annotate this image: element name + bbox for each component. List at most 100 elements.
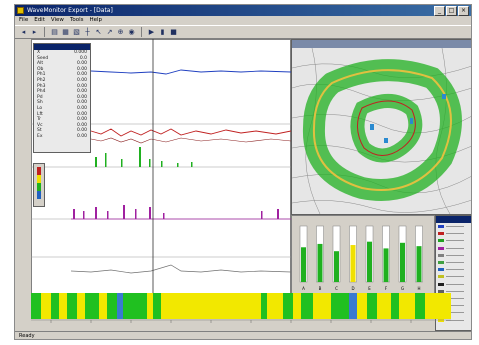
menu-tools[interactable]: Tools	[69, 17, 84, 23]
legend-swatch	[438, 232, 444, 236]
legend-swatch	[438, 239, 444, 243]
gauge-level-fill	[383, 248, 389, 282]
gray-trace	[70, 264, 292, 274]
readout-row: Ex 0.00	[37, 133, 87, 139]
level-gauges-panel: A B C D E F G H	[291, 215, 435, 295]
gauge-level-fill	[317, 243, 323, 282]
readout-row: X 0.000	[37, 50, 87, 55]
color-scale-widget[interactable]	[33, 163, 45, 207]
readout-row: Ob 0.00	[37, 66, 87, 72]
select-icon[interactable]: ↗	[106, 27, 113, 36]
terrain-map	[292, 47, 471, 214]
legend-item[interactable]	[436, 252, 471, 259]
legend-item[interactable]	[436, 245, 471, 252]
legend-line	[446, 305, 464, 307]
readout-row: Seed 0.0	[37, 55, 87, 61]
gauge-label: B	[319, 286, 322, 291]
legend-item[interactable]	[436, 259, 471, 266]
play-icon[interactable]: ▶	[148, 27, 155, 36]
level-gauges: A B C D E F G H	[299, 225, 423, 291]
color-scale-bar	[37, 167, 41, 199]
legend-line	[446, 262, 464, 264]
gauge-level-fill	[301, 247, 306, 282]
legend-line	[446, 297, 464, 299]
legend-line	[446, 283, 464, 285]
legend-item[interactable]	[436, 266, 471, 273]
title-bar: WaveMonitor Export - [Data] _ □ ×	[15, 5, 471, 16]
readout-row: Lft 0.00	[37, 111, 87, 117]
legend-line	[446, 312, 464, 314]
legend-swatch	[438, 246, 444, 250]
red-trace-secondary	[90, 137, 292, 144]
window-controls: _ □ ×	[434, 6, 469, 16]
legend-line	[446, 290, 464, 292]
legend-line	[446, 269, 464, 271]
view-list-icon[interactable]: ▤	[51, 27, 58, 36]
readout-row: Ph4 0.00	[37, 89, 87, 95]
terrain-map-window[interactable]	[291, 39, 471, 215]
legend-item[interactable]	[436, 281, 471, 288]
forward-icon[interactable]: ▸	[32, 27, 37, 36]
blue-trace	[90, 69, 292, 75]
stop-icon[interactable]: ■	[170, 27, 177, 36]
readout-row: Sh 0.00	[37, 100, 87, 106]
route-outline	[312, 69, 452, 191]
application-window: WaveMonitor Export - [Data] _ □ × File E…	[14, 4, 472, 340]
status-timeline[interactable]	[31, 293, 451, 319]
legend-swatch	[438, 289, 444, 293]
menu-help[interactable]: Help	[89, 17, 103, 23]
legend-line	[446, 247, 464, 249]
view-detail-icon[interactable]: ▧	[73, 27, 80, 36]
legend-item[interactable]	[436, 237, 471, 244]
readout-row: Ph3 0.00	[37, 83, 87, 89]
gauge-label: A	[302, 286, 305, 291]
menu-view[interactable]: View	[50, 17, 64, 23]
gauge-label: E	[368, 286, 371, 291]
inner-route-line	[357, 100, 416, 156]
signal-traces	[31, 39, 292, 295]
gauge-level-fill	[416, 246, 422, 282]
readout-row: Lo 0.00	[37, 105, 87, 111]
window-title: WaveMonitor Export - [Data]	[27, 7, 113, 14]
pointer-icon[interactable]: ↖	[95, 27, 102, 36]
zoom-icon[interactable]: ⊕	[117, 27, 124, 36]
menu-file[interactable]: File	[19, 17, 29, 23]
readout-row: Alt 0.00	[37, 61, 87, 67]
maximize-button[interactable]: □	[446, 6, 457, 16]
legend-item[interactable]	[436, 273, 471, 280]
close-button[interactable]: ×	[458, 6, 469, 16]
gauge-label: F	[385, 286, 388, 291]
legend-line	[446, 226, 464, 228]
legend-title-bar	[436, 216, 471, 223]
legend-swatch	[438, 261, 444, 265]
gauge-level-fill	[400, 242, 405, 282]
target-icon[interactable]: ◉	[128, 27, 135, 36]
magenta-trace	[73, 205, 279, 219]
readout-row: Pd 0.00	[37, 94, 87, 100]
gauge-level-fill	[334, 251, 339, 282]
view-grid-icon[interactable]: ▦	[62, 27, 69, 36]
gauge-level-fill	[367, 241, 372, 282]
readout-row: Ph1 0.00	[37, 72, 87, 78]
toolbar: ◂ ▸ ▤ ▦ ▧ ┼ ↖ ↗ ⊕ ◉ ▶ ▮ ■	[15, 25, 471, 39]
legend-item[interactable]	[436, 230, 471, 237]
gauge-label: H	[417, 286, 420, 291]
legend-item[interactable]	[436, 288, 471, 295]
gauge-label: D	[351, 286, 354, 291]
legend-swatch	[438, 282, 444, 286]
minimize-button[interactable]: _	[434, 6, 445, 16]
gauge-label: G	[401, 286, 404, 291]
hotspot-markers	[370, 94, 446, 143]
data-readout-panel: X 0.000 Seed 0.0 Alt 0.00 Ob 0.00 Ph1 0.00 Ph…	[33, 43, 91, 153]
time-axis	[31, 319, 451, 323]
crosshair-icon[interactable]: ┼	[85, 27, 90, 36]
green-trace	[95, 147, 193, 167]
toolbar-separator	[141, 27, 142, 37]
legend-item[interactable]	[436, 223, 471, 230]
gauge-label: C	[335, 286, 338, 291]
menu-edit[interactable]: Edit	[34, 17, 45, 23]
legend-swatch	[438, 253, 444, 257]
pause-icon[interactable]: ▮	[160, 27, 165, 36]
legend-swatch	[438, 225, 444, 229]
back-icon[interactable]: ◂	[21, 27, 26, 36]
